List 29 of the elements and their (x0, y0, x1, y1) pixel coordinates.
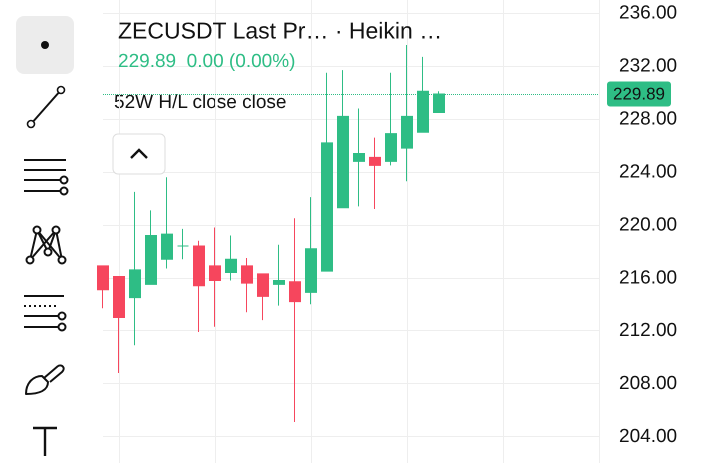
candlestick (225, 234, 237, 281)
y-tick-label: 228.00 (619, 108, 678, 130)
candlestick (113, 276, 125, 374)
candlestick (305, 196, 317, 305)
text: 229.89 0.00 (0.00%) (118, 51, 296, 72)
y-tick-label: 224.00 (619, 161, 678, 182)
candlestick (161, 176, 173, 270)
y-tick-label: 208.00 (619, 373, 678, 394)
ref-line-label: 229.89 (613, 84, 665, 104)
candlestick (97, 265, 109, 309)
y-tick-label: 236.00 (619, 2, 678, 24)
y-tick-label: 220.00 (619, 214, 678, 236)
candlestick (257, 273, 269, 321)
y-tick-label: 212.00 (619, 320, 678, 342)
y-tick-label: 216.00 (619, 267, 678, 288)
candlestick (353, 108, 365, 207)
annotation: 52W H/L close close (114, 92, 286, 113)
candlestick (273, 244, 285, 306)
y-tick-label: 204.00 (619, 426, 678, 448)
candlestick (289, 218, 301, 422)
candlestick (193, 240, 205, 333)
candlestick (129, 191, 141, 346)
candlestick (241, 257, 253, 313)
candlestick (209, 227, 221, 328)
y-tick-label: 232.00 (619, 56, 678, 77)
candlestick (177, 228, 189, 260)
text: ZECUSDT Last Pr… · Heikin … (118, 18, 442, 44)
candlestick (369, 137, 381, 210)
candlestick (145, 210, 157, 285)
